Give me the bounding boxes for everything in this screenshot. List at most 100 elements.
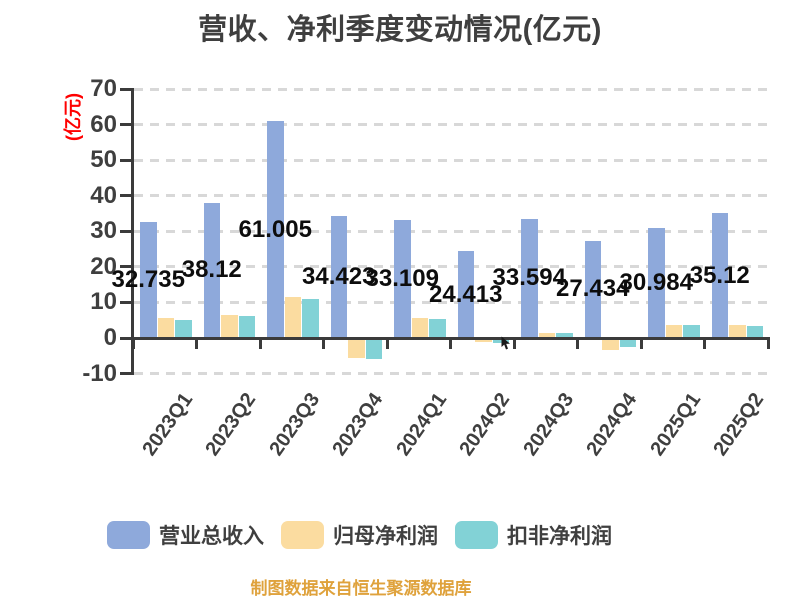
gridline <box>134 123 770 127</box>
bar-net-profit <box>411 318 428 338</box>
y-tick-mark <box>120 372 133 376</box>
legend-item-net-profit[interactable]: 归母净利润 <box>281 520 438 550</box>
gridline <box>134 300 770 304</box>
bar-non-gaap-net-profit <box>302 298 319 338</box>
bar-revenue <box>457 251 474 338</box>
bar-non-gaap-net-profit <box>365 338 382 359</box>
bar-revenue <box>203 202 220 338</box>
data-source-caption: 制图数据来自恒生聚源数据库 <box>250 579 472 598</box>
gridline <box>134 158 770 162</box>
x-group-tick <box>766 338 770 349</box>
bar-net-profit <box>602 338 619 351</box>
bar-non-gaap-net-profit <box>683 325 700 338</box>
bar-value-label: 32.735 <box>111 265 185 293</box>
y-tick-mark <box>120 265 133 269</box>
bar-value-label: 30.984 <box>619 268 693 296</box>
mouse-cursor <box>501 336 512 356</box>
bar-non-gaap-net-profit <box>619 338 636 347</box>
bar-value-label: 35.12 <box>689 261 750 289</box>
bar-value-label: 33.594 <box>492 264 566 292</box>
bar-net-profit <box>538 332 555 338</box>
bar-value-label: 33.109 <box>365 265 439 293</box>
y-tick-mark <box>120 123 133 127</box>
legend-swatch-non-gaap-net-profit <box>455 521 498 549</box>
x-tick-label-2025Q1: 2025Q1 <box>645 389 705 460</box>
y-tick-mark <box>120 336 133 340</box>
y-tick-mark <box>120 87 133 91</box>
y-tick-mark <box>120 229 133 233</box>
legend-label-revenue: 营业总收入 <box>159 525 264 548</box>
x-group-tick <box>322 338 325 349</box>
y-tick-mark <box>120 300 133 304</box>
y-tick-label: 50 <box>90 146 117 174</box>
bar-net-profit <box>665 324 682 338</box>
y-tick-label: -10 <box>82 359 117 387</box>
y-tick-label: 10 <box>90 288 117 316</box>
bar-value-label: 24.413 <box>429 280 503 308</box>
gridline <box>134 194 770 198</box>
bar-net-profit <box>157 317 174 338</box>
x-group-tick <box>258 338 262 349</box>
bar-net-profit <box>729 324 746 338</box>
y-tick-label: 60 <box>90 110 117 138</box>
bar-net-profit <box>284 297 301 338</box>
legend: 营业总收入 归母净利润 扣非净利润 <box>107 520 612 550</box>
x-group-tick <box>576 338 579 349</box>
legend-label-net-profit: 归母净利润 <box>333 525 438 548</box>
bar-revenue <box>521 218 538 338</box>
x-tick-label-2023Q4: 2023Q4 <box>328 389 388 460</box>
bar-revenue <box>330 215 347 338</box>
x-tick-label-2024Q1: 2024Q1 <box>391 389 451 460</box>
y-tick-label: 70 <box>90 75 117 103</box>
bar-non-gaap-net-profit <box>746 325 763 338</box>
bar-revenue <box>394 220 411 338</box>
legend-item-non-gaap-net-profit[interactable]: 扣非净利润 <box>455 520 612 550</box>
x-tick-label-2024Q3: 2024Q3 <box>518 389 578 460</box>
bar-non-gaap-net-profit <box>492 338 509 343</box>
x-group-tick <box>195 338 198 349</box>
chart-title: 营收、净利季度变动情况(亿元) <box>198 14 602 46</box>
y-axis-line <box>131 88 134 375</box>
y-tick-label: 40 <box>90 181 117 209</box>
bar-value-label: 27.434 <box>556 275 630 303</box>
gridline <box>134 87 770 91</box>
bar-non-gaap-net-profit <box>238 316 255 338</box>
x-tick-label-2023Q1: 2023Q1 <box>137 389 197 460</box>
gridline <box>134 229 770 233</box>
legend-swatch-net-profit <box>281 521 324 549</box>
bar-value-label: 38.12 <box>181 256 242 284</box>
bar-net-profit <box>221 315 238 338</box>
bar-revenue <box>140 221 157 338</box>
x-group-tick <box>449 338 452 349</box>
x-tick-label-2024Q4: 2024Q4 <box>582 389 642 460</box>
legend-label-non-gaap-net-profit: 扣非净利润 <box>507 525 612 548</box>
x-group-tick <box>385 338 389 349</box>
y-tick-label: 0 <box>103 324 117 351</box>
bar-revenue <box>584 240 601 338</box>
y-tick-mark <box>120 194 133 198</box>
x-tick-label-2023Q2: 2023Q2 <box>201 389 261 460</box>
x-group-tick <box>512 338 516 349</box>
y-tick-label: 30 <box>90 217 117 245</box>
bar-net-profit <box>348 338 365 358</box>
bar-revenue <box>648 227 665 338</box>
x-tick-label-2023Q3: 2023Q3 <box>264 389 324 460</box>
bar-value-label: 61.005 <box>238 215 312 243</box>
bar-value-label: 34.423 <box>302 262 376 290</box>
bar-revenue <box>267 121 284 338</box>
bar-net-profit <box>475 338 492 342</box>
bar-revenue <box>711 213 728 338</box>
legend-swatch-revenue <box>107 521 150 549</box>
x-group-tick <box>639 338 643 349</box>
x-group-tick <box>703 338 706 349</box>
y-tick-mark <box>120 158 133 162</box>
gridline <box>134 372 770 376</box>
gridline <box>134 265 770 269</box>
y-tick-label: 20 <box>90 252 117 280</box>
x-group-tick <box>131 338 135 349</box>
legend-item-revenue[interactable]: 营业总收入 <box>107 520 264 550</box>
x-tick-label-2025Q2: 2025Q2 <box>709 389 769 460</box>
bar-non-gaap-net-profit <box>429 319 446 338</box>
